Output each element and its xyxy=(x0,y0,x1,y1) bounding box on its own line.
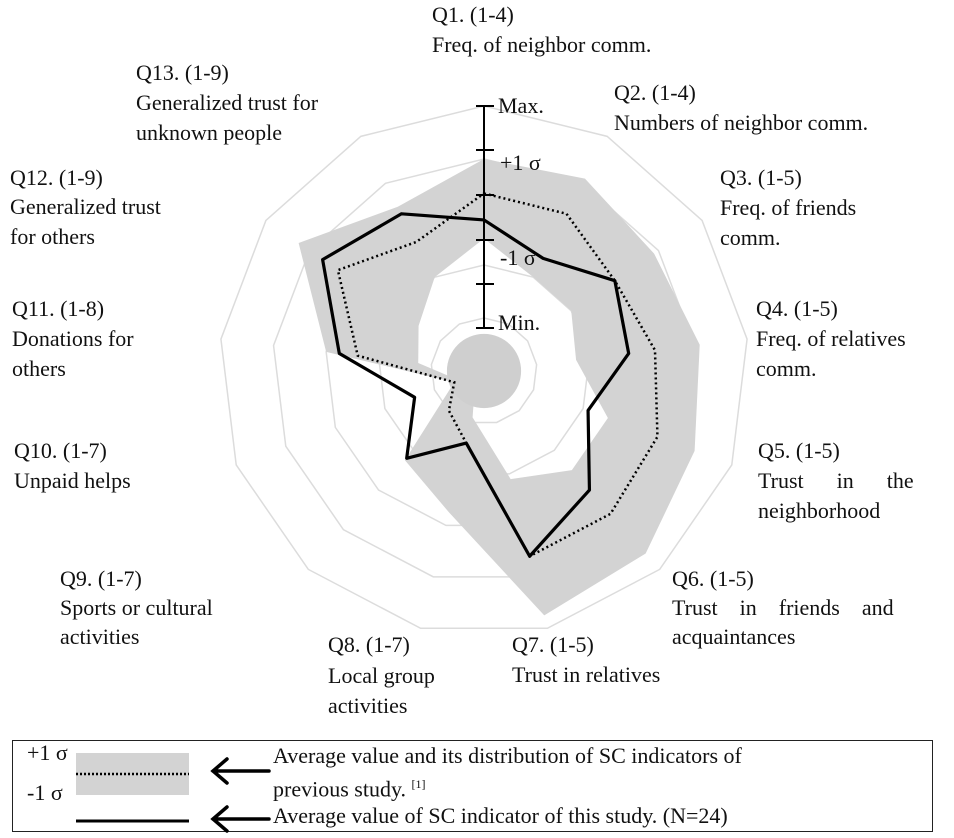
axis-label-q11: Q11. (1-8) Donations for others xyxy=(12,296,134,381)
inner-min-circle xyxy=(446,333,522,409)
axis-label-q12-line3: for others xyxy=(10,224,95,249)
axis-label-q7-line2: Trust in relatives xyxy=(512,662,660,687)
axis-label-q1-line1: Q1. (1-4) xyxy=(432,2,514,27)
axis-label-q6-line1: Q6. (1-5) xyxy=(672,566,754,591)
axis-label-q10-line2: Unpaid helps xyxy=(14,468,131,493)
grid-ring-4 xyxy=(272,158,696,578)
legend-arrow-this-icon xyxy=(210,805,271,833)
axis-label-q11-line1: Q11. (1-8) xyxy=(12,296,104,321)
axis-label-q12-line2: Generalized trust xyxy=(10,194,161,219)
axis-label-q7: Q7. (1-5) Trust in relatives xyxy=(512,632,660,687)
axis-label-q5-line1: Q5. (1-5) xyxy=(758,438,840,463)
axis-label-q12: Q12. (1-9) Generalized trust for others xyxy=(10,165,161,249)
scale-label-min: Min. xyxy=(498,310,540,335)
this-study-average-line xyxy=(321,212,631,558)
legend: +1 σ -1 σ Average value and its distribu… xyxy=(12,740,933,833)
grid-ring-5 xyxy=(220,105,748,630)
legend-swatches xyxy=(76,753,271,833)
legend-minus1-label: -1 σ xyxy=(27,780,63,805)
legend-plus1-label: +1 σ xyxy=(27,740,68,765)
axis-label-q8: Q8. (1-7) Local group activities xyxy=(328,632,435,718)
axis-label-q9-line2: Sports or cultural xyxy=(60,595,213,620)
previous-study-sigma-band xyxy=(298,159,700,616)
axis-label-q11-line2: Donations for xyxy=(12,326,134,351)
radar-chart: Max. +1 σ -1 σ Min. Q1. (1-4) Freq. of n… xyxy=(10,2,914,718)
axis-label-q8-line3: activities xyxy=(328,693,407,718)
axis-label-q3-line3: comm. xyxy=(720,225,781,250)
axis-label-q2-line1: Q2. (1-4) xyxy=(614,80,696,105)
axis-label-q5: Q5. (1-5) Trust in the neighborhood xyxy=(758,438,914,523)
scale-axis: Max. +1 σ -1 σ Min. xyxy=(476,93,544,335)
legend-prev-line1: Average value and its distribution of SC… xyxy=(273,743,742,768)
axis-label-q9-line3: activities xyxy=(60,624,139,649)
axis-label-q13-line3: unknown people xyxy=(136,120,282,145)
legend-prev-ref: [1] xyxy=(411,777,426,791)
axis-label-q7-line1: Q7. (1-5) xyxy=(512,632,594,657)
axis-label-q3-line2: Freq. of friends xyxy=(720,195,856,220)
axis-label-q6: Q6. (1-5) Trust in friends and acquainta… xyxy=(672,566,894,649)
legend-prev-line2-wrap: previous study. [1] xyxy=(273,771,426,802)
axis-label-q8-line1: Q8. (1-7) xyxy=(328,632,410,657)
legend-arrow-prev-icon xyxy=(210,757,271,785)
axis-label-q4-line2: Freq. of relatives xyxy=(756,326,906,351)
axis-label-q8-line2: Local group xyxy=(328,663,435,688)
axis-label-q9-line1: Q9. (1-7) xyxy=(60,566,142,591)
axis-label-q4: Q4. (1-5) Freq. of relatives comm. xyxy=(756,296,906,381)
axis-label-q10: Q10. (1-7) Unpaid helps xyxy=(14,438,131,493)
axis-label-q5-line3: neighborhood xyxy=(758,498,880,523)
axis-label-q2: Q2. (1-4) Numbers of neighbor comm. xyxy=(614,80,868,135)
scale-label-max: Max. xyxy=(498,93,544,118)
axis-label-q13: Q13. (1-9) Generalized trust for unknown… xyxy=(136,60,319,145)
axis-label-q1-line2: Freq. of neighbor comm. xyxy=(432,32,651,57)
axis-label-q13-line1: Q13. (1-9) xyxy=(136,60,229,85)
axis-label-q5-line2: Trust in the xyxy=(758,468,914,493)
axis-label-q12-line1: Q12. (1-9) xyxy=(10,165,103,190)
grid-ring-1 xyxy=(430,317,538,424)
axis-label-q4-line3: comm. xyxy=(756,356,817,381)
axis-label-q3: Q3. (1-5) Freq. of friends comm. xyxy=(720,165,856,250)
scale-label-minus1: -1 σ xyxy=(500,245,536,270)
axis-label-q3-line1: Q3. (1-5) xyxy=(720,165,802,190)
legend-prev-line2: previous study. xyxy=(273,776,407,802)
axis-label-q9: Q9. (1-7) Sports or cultural activities xyxy=(60,566,213,649)
axis-label-q6-line3: acquaintances xyxy=(672,624,795,649)
axis-label-q4-line1: Q4. (1-5) xyxy=(756,296,838,321)
scale-label-plus1: +1 σ xyxy=(500,150,541,175)
axis-label-q11-line3: others xyxy=(12,356,66,381)
axis-label-q2-line2: Numbers of neighbor comm. xyxy=(614,110,868,135)
axis-label-q1: Q1. (1-4) Freq. of neighbor comm. xyxy=(432,2,651,57)
legend-this-line: Average value of SC indicator of this st… xyxy=(273,803,728,828)
axis-label-q10-line1: Q10. (1-7) xyxy=(14,438,107,463)
axis-label-q6-line2: Trust in friends and xyxy=(672,595,894,620)
axis-label-q13-line2: Generalized trust for xyxy=(136,90,319,115)
